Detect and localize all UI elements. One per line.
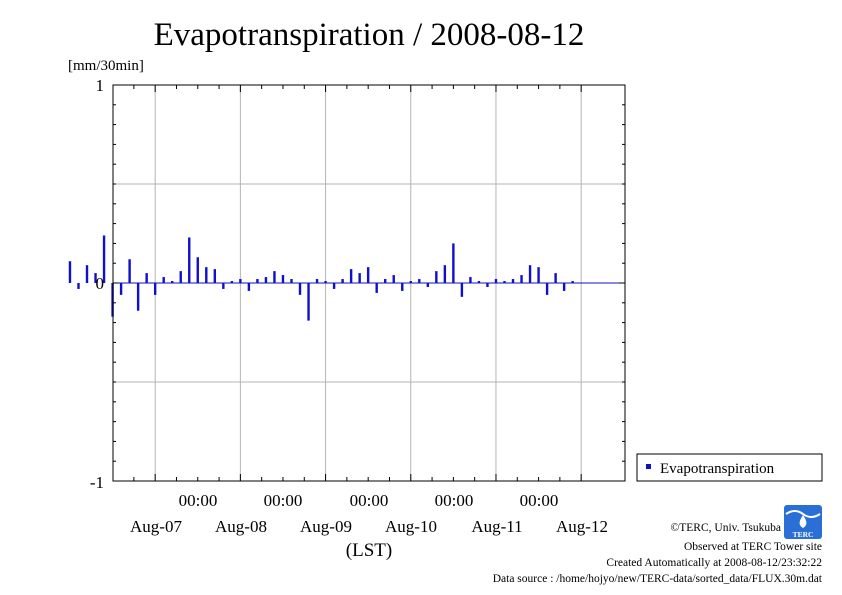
data-bar xyxy=(128,259,131,283)
terc-logo-text: TERC xyxy=(793,530,814,539)
data-bar xyxy=(426,283,430,287)
data-bar xyxy=(290,279,293,283)
data-bar xyxy=(375,283,378,293)
data-bar xyxy=(435,271,438,283)
data-bar xyxy=(332,283,336,289)
data-bar xyxy=(324,281,327,283)
x-axis-label: (LST) xyxy=(346,540,392,561)
data-bar xyxy=(264,277,268,283)
data-source-text: Data source : /home/hojyo/new/TERC-data/… xyxy=(493,573,823,585)
data-bar xyxy=(418,279,421,283)
data-bar xyxy=(401,283,404,291)
data-bar xyxy=(315,279,319,283)
data-bar xyxy=(452,243,455,283)
x-tick-date-label: Aug-11 xyxy=(471,517,522,536)
data-bar xyxy=(239,279,242,283)
data-bar xyxy=(520,275,523,283)
data-bar xyxy=(77,283,80,289)
data-bar xyxy=(162,277,165,283)
x-tick-time-label: 00:00 xyxy=(520,491,559,510)
x-tick-date-label: Aug-08 xyxy=(215,517,267,536)
data-bar xyxy=(366,267,370,283)
data-bar xyxy=(256,279,259,283)
data-bar xyxy=(409,281,412,283)
data-bar xyxy=(554,273,557,283)
data-bar xyxy=(460,283,464,297)
x-tick-date-label: Aug-12 xyxy=(556,517,608,536)
x-tick-time-label: 00:00 xyxy=(350,491,389,510)
terc-logo-wave xyxy=(785,510,821,518)
y-tick-label-bottom: -1 xyxy=(90,473,104,492)
data-bar xyxy=(222,283,225,289)
y-axis-unit-label: [mm/30min] xyxy=(68,58,144,74)
data-bar xyxy=(273,271,276,283)
chart-title: Evapotranspiration / 2008-08-12 xyxy=(154,17,585,53)
legend: Evapotranspiration xyxy=(636,453,823,482)
data-bar xyxy=(562,283,566,291)
data-bar xyxy=(119,283,123,295)
data-bar xyxy=(494,279,498,283)
data-bar xyxy=(349,269,353,283)
terc-logo-drop xyxy=(799,515,807,528)
data-bar xyxy=(384,279,387,283)
y-tick-label-zero: 0 xyxy=(96,274,105,293)
x-tick-time-label: 00:00 xyxy=(264,491,303,510)
y-tick-label-top: 1 xyxy=(96,76,105,95)
x-tick-date-label: Aug-10 xyxy=(385,517,437,536)
terc-logo: TERC xyxy=(784,505,822,539)
legend-box xyxy=(636,453,823,482)
observed-site-text: Observed at TERC Tower site xyxy=(684,541,822,553)
data-bar xyxy=(68,261,72,283)
x-tick-time-label: 00:00 xyxy=(179,491,218,510)
data-bar xyxy=(469,277,472,283)
data-bar xyxy=(545,283,549,295)
data-bar xyxy=(247,283,251,291)
data-bar xyxy=(477,281,481,283)
data-bars xyxy=(68,235,625,321)
data-bar xyxy=(511,279,515,283)
data-bar xyxy=(102,235,106,283)
data-bar xyxy=(358,273,361,283)
created-timestamp-text: Created Automatically at 2008-08-12/23:3… xyxy=(606,557,822,569)
legend-swatch xyxy=(646,464,651,469)
data-bar xyxy=(392,275,395,283)
axis-ticks xyxy=(113,84,625,482)
data-bar xyxy=(188,237,191,283)
data-bar xyxy=(281,275,285,283)
data-bar xyxy=(307,283,310,321)
data-bar xyxy=(341,279,344,283)
data-bar xyxy=(196,257,199,283)
data-bar xyxy=(136,283,140,311)
data-bar xyxy=(153,283,157,295)
data-bar xyxy=(230,281,234,283)
x-tick-time-label: 00:00 xyxy=(435,491,474,510)
data-bar xyxy=(85,265,89,283)
x-tick-date-label: Aug-09 xyxy=(300,517,352,536)
x-tick-date-label: Aug-07 xyxy=(130,517,182,536)
data-bar xyxy=(179,271,182,283)
data-bar xyxy=(503,281,506,283)
data-bar xyxy=(571,281,574,283)
data-bar xyxy=(171,281,174,283)
data-bar xyxy=(528,265,532,283)
data-bar xyxy=(298,283,302,295)
data-bar xyxy=(443,265,447,283)
legend-label: Evapotranspiration xyxy=(660,461,775,477)
data-bar xyxy=(94,273,97,283)
data-bar xyxy=(486,283,489,287)
data-bar xyxy=(145,273,148,283)
data-bar xyxy=(537,267,540,283)
data-bar xyxy=(205,267,208,283)
data-bar xyxy=(213,269,217,283)
copyright-text: ©TERC, Univ. Tsukuba xyxy=(671,522,781,534)
